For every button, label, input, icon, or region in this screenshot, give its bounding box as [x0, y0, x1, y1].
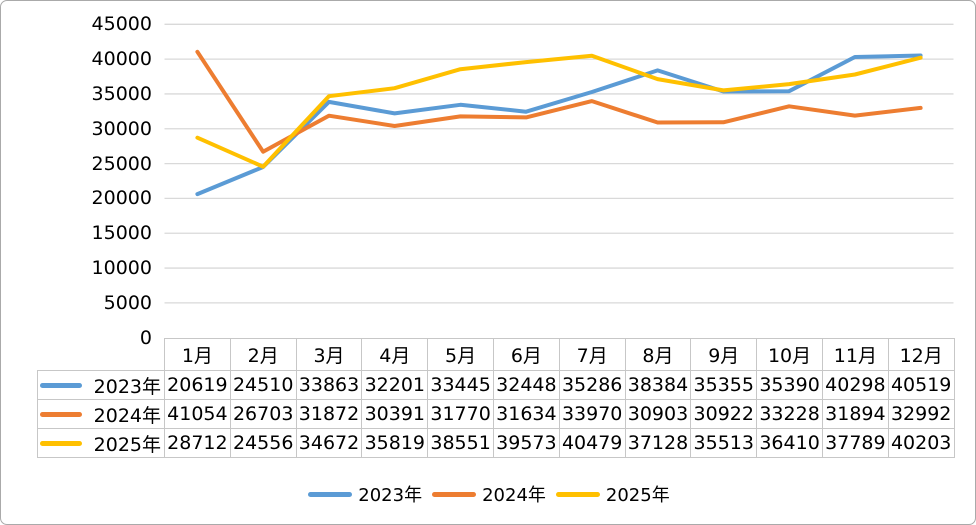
table-row: 2023年 20619 24510 33863 32201 33445 32448 35286… — [37, 370, 955, 400]
y-tick-label: 35000 — [91, 82, 152, 105]
value-cell: 39573 — [492, 428, 560, 458]
legend-line-swatch-icon — [308, 491, 353, 497]
value-cell: 34672 — [295, 428, 363, 458]
value-cell: 30903 — [624, 399, 692, 429]
row-header: 2025年 — [37, 428, 165, 458]
value-cell: 37128 — [624, 428, 692, 458]
series-line-2 — [195, 53, 923, 169]
y-tick-label: 45000 — [91, 13, 152, 36]
value-cell: 24510 — [229, 370, 297, 400]
value-cell: 35390 — [756, 370, 823, 400]
value-cell: 30922 — [690, 399, 758, 429]
y-tick-label: 20000 — [91, 187, 152, 210]
value-cell: 40519 — [887, 370, 955, 400]
value-cell: 38384 — [624, 370, 692, 400]
column-header-month: 3月 — [295, 338, 363, 371]
value-cell: 37789 — [821, 428, 889, 458]
table-row: 2025年 28712 24556 34672 35819 38551 39573 40479… — [37, 428, 955, 458]
table-row: 2024年 41054 26703 31872 30391 31770 31634 33970… — [37, 399, 955, 429]
value-cell: 35819 — [361, 428, 429, 458]
column-header-month: 11月 — [821, 338, 889, 371]
value-cell: 33863 — [295, 370, 363, 400]
column-header-month: 9月 — [690, 338, 758, 371]
value-cell: 28712 — [164, 428, 231, 458]
value-cell: 35286 — [558, 370, 626, 400]
value-cell: 32201 — [361, 370, 429, 400]
value-cell: 38551 — [427, 428, 494, 458]
value-cell: 20619 — [164, 370, 231, 400]
series-line-1 — [195, 49, 923, 154]
value-cell: 33445 — [427, 370, 494, 400]
y-tick-label: 25000 — [91, 152, 152, 175]
data-table: 1月 2月 3月 4月 5月 6月 7月 8月 9月 10月 11月 12月 2023年 20619 245… — [37, 338, 955, 458]
y-tick-label: 40000 — [91, 48, 152, 71]
table-header-row: 1月 2月 3月 4月 5月 6月 7月 8月 9月 10月 11月 12月 — [38, 338, 955, 371]
corner-cell — [38, 339, 165, 371]
series-line-swatch-icon — [40, 382, 82, 388]
value-cell: 33970 — [558, 399, 626, 429]
legend-label: 2024年 — [482, 485, 546, 506]
value-cell: 31770 — [427, 399, 494, 429]
value-cell: 40203 — [887, 428, 955, 458]
legend-label: 2023年 — [358, 485, 423, 506]
row-header: 2024年 — [37, 399, 165, 429]
value-cell: 41054 — [164, 399, 231, 429]
legend-item: 2024年 — [432, 481, 546, 507]
y-tick-label: 15000 — [91, 222, 152, 245]
y-tick-label: 30000 — [91, 117, 152, 140]
value-cell: 36410 — [756, 428, 823, 458]
column-header-month: 1月 — [164, 338, 231, 371]
y-tick-label: 0 — [139, 326, 152, 349]
column-header-month: 12月 — [887, 338, 955, 371]
column-header-month: 5月 — [427, 338, 494, 371]
column-header-month: 10月 — [756, 338, 823, 371]
series-label: 2024年 — [93, 404, 161, 427]
y-axis: 45000 40000 35000 30000 25000 20000 15000 10000… — [1, 1, 975, 349]
legend-item: 2025年 — [555, 481, 670, 507]
series-line-swatch-icon — [40, 411, 82, 417]
series-label: 2025年 — [93, 433, 161, 456]
series-line-0 — [195, 53, 923, 197]
legend-label: 2025年 — [605, 485, 670, 506]
value-cell: 32448 — [492, 370, 560, 400]
value-cell: 26703 — [229, 399, 297, 429]
value-cell: 32992 — [887, 399, 955, 429]
value-cell: 31894 — [821, 399, 889, 429]
value-cell: 40298 — [821, 370, 889, 400]
series-line-swatch-icon — [40, 440, 82, 446]
line-chart-plot-area — [164, 23, 954, 304]
value-cell: 30391 — [361, 399, 429, 429]
chart-legend: 2023年 2024年 2025年 — [1, 481, 975, 507]
value-cell: 40479 — [558, 428, 626, 458]
column-header-month: 4月 — [361, 338, 429, 371]
y-tick-label: 10000 — [91, 257, 152, 280]
legend-item: 2023年 — [308, 481, 422, 507]
y-tick-label: 5000 — [103, 291, 152, 314]
series-label: 2023年 — [93, 375, 161, 398]
value-cell: 33228 — [756, 399, 823, 429]
legend-line-swatch-icon — [432, 491, 477, 497]
legend-line-swatch-icon — [555, 491, 600, 497]
value-cell: 31634 — [492, 399, 560, 429]
column-header-month: 6月 — [492, 338, 560, 371]
value-cell: 35355 — [690, 370, 758, 400]
value-cell: 31872 — [295, 399, 363, 429]
column-header-month: 7月 — [558, 338, 626, 371]
value-cell: 35513 — [690, 428, 758, 458]
column-header-month: 2月 — [229, 338, 297, 371]
value-cell: 24556 — [229, 428, 297, 458]
row-header: 2023年 — [37, 370, 165, 400]
column-header-month: 8月 — [624, 338, 692, 371]
